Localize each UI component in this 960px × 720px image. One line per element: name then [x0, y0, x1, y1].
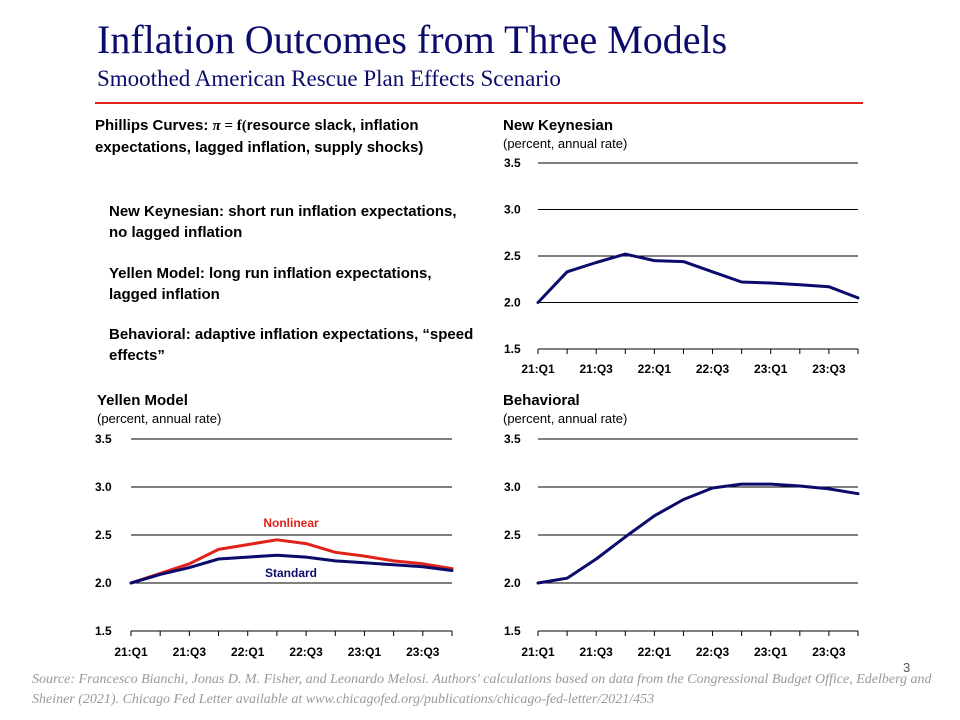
behavioral-chart-unit-label: (percent, annual rate) [503, 411, 627, 426]
source-note: Source: Francesco Bianchi, Jonas D. M. F… [32, 672, 932, 707]
behavioral-xtick-label: 22:Q1 [638, 645, 672, 659]
behavioral-xtick-label: 22:Q3 [696, 645, 730, 659]
title-divider [95, 102, 863, 104]
behavioral-xtick-label: 21:Q1 [521, 645, 555, 659]
yellen-series-label-standard: Standard [265, 566, 317, 580]
yellen-xtick-label: 21:Q1 [114, 645, 148, 659]
yellen-series-line-standard [129, 553, 454, 585]
yellen-xtick-label: 23:Q3 [406, 645, 440, 659]
phillips-lead: Phillips Curves: [95, 117, 213, 134]
new-keynesian-xtick-label: 22:Q1 [638, 362, 672, 376]
yellen-ytick-label: 1.5 [95, 624, 112, 638]
behavioral-series-line-behavioral [536, 482, 860, 585]
yellen-ytick-label: 3.5 [95, 432, 112, 446]
new-keynesian-ytick-label: 3.5 [504, 156, 521, 170]
new-keynesian-chart-title: New Keynesian [503, 117, 613, 134]
yellen-xtick-label: 23:Q1 [348, 645, 382, 659]
yellen-ytick-label: 3.0 [95, 480, 112, 494]
new-keynesian-xtick-label: 21:Q1 [521, 362, 555, 376]
phillips-curve-text: Phillips Curves: π = f(resource slack, i… [95, 115, 475, 158]
new-keynesian-xtick-label: 23:Q1 [754, 362, 788, 376]
behavioral-ytick-label: 2.0 [504, 576, 521, 590]
new-keynesian-ytick-label: 2.5 [504, 249, 521, 263]
yellen-chart-unit-label: (percent, annual rate) [97, 411, 221, 426]
yellen-xtick-label: 21:Q3 [173, 645, 207, 659]
yellen-model-description: Yellen Model: long run inflation expecta… [109, 265, 432, 303]
behavioral-ytick-label: 1.5 [504, 624, 521, 638]
behavioral-ytick-label: 2.5 [504, 528, 521, 542]
yellen-xtick-label: 22:Q1 [231, 645, 265, 659]
behavioral-xtick-label: 21:Q3 [580, 645, 614, 659]
yellen-series-label-nonlinear: Nonlinear [263, 516, 319, 530]
new-keynesian-chart-unit-label: (percent, annual rate) [503, 136, 627, 151]
phillips-eq: = f( [220, 118, 247, 134]
new-keynesian-ytick-label: 1.5 [504, 342, 521, 356]
new-keynesian-description: New Keynesian: short run inflation expec… [109, 203, 457, 241]
phillips-pi: π [212, 118, 221, 134]
behavioral-description: Behavioral: adaptive inflation expectati… [109, 326, 474, 364]
yellen-series-line-nonlinear [129, 538, 454, 585]
yellen-chart-title: Yellen Model [97, 392, 188, 409]
yellen-ytick-label: 2.0 [95, 576, 112, 590]
new-keynesian-xtick-label: 22:Q3 [696, 362, 730, 376]
behavioral-ytick-label: 3.0 [504, 480, 521, 494]
phillips-rest: resource slack, inflation expectations, … [95, 117, 424, 156]
behavioral-xtick-label: 23:Q3 [812, 645, 846, 659]
new-keynesian-xtick-label: 23:Q3 [812, 362, 846, 376]
new-keynesian-ytick-label: 3.0 [504, 203, 521, 217]
behavioral-ytick-label: 3.5 [504, 432, 521, 446]
page-title: Inflation Outcomes from Three Models [97, 17, 728, 62]
new-keynesian-ytick-label: 2.0 [504, 296, 521, 310]
behavioral-xtick-label: 23:Q1 [754, 645, 788, 659]
yellen-ytick-label: 2.5 [95, 528, 112, 542]
new-keynesian-xtick-label: 21:Q3 [580, 362, 614, 376]
new-keynesian-series-line-new-keynesian [536, 252, 860, 304]
page-number: 3 [903, 660, 911, 675]
yellen-xtick-label: 22:Q3 [289, 645, 323, 659]
page-subtitle: Smoothed American Rescue Plan Effects Sc… [97, 66, 561, 91]
behavioral-chart-title: Behavioral [503, 392, 580, 409]
